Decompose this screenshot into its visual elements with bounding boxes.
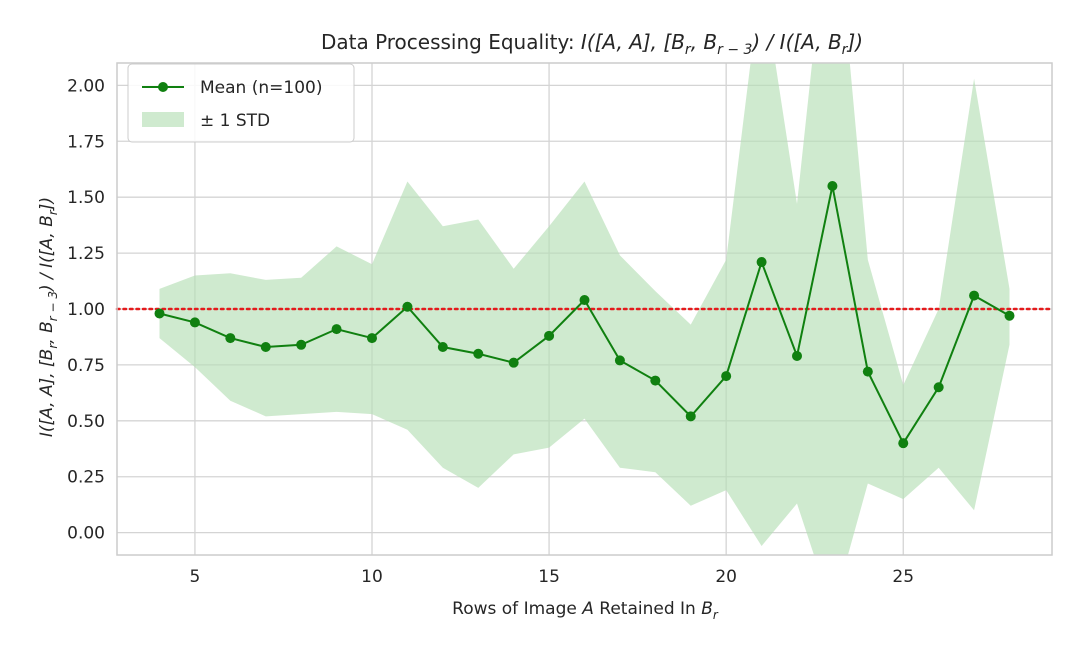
- x-tick-label: 25: [892, 567, 914, 587]
- mean-point: [614, 355, 625, 366]
- mean-point: [544, 330, 555, 341]
- y-tick-label: 0.00: [67, 524, 105, 544]
- tick-labels: 5 10 15 20 25 0.00 0.25 0.50 0.75 1.00 1.25 1.50 1.7…: [67, 76, 914, 587]
- mean-point: [721, 371, 732, 382]
- x-tick-label: 15: [538, 567, 560, 587]
- y-tick-label: 2.00: [67, 76, 105, 96]
- y-tick-label: 1.50: [67, 188, 105, 208]
- mean-point: [225, 333, 236, 344]
- mean-point: [650, 375, 661, 386]
- mean-point: [685, 411, 696, 422]
- y-tick-label: 0.50: [67, 412, 105, 432]
- y-tick-label: 1.00: [67, 300, 105, 320]
- mean-point: [862, 366, 873, 377]
- mean-point: [579, 295, 590, 306]
- x-tick-label: 10: [361, 567, 383, 587]
- mean-point: [508, 357, 519, 368]
- legend-mean-marker-icon: [158, 82, 168, 92]
- legend-mean-label: Mean (n=100): [200, 78, 322, 98]
- mean-point: [756, 257, 767, 268]
- plot-frame: [116, 62, 1053, 556]
- mean-point: [189, 317, 200, 328]
- x-axis-label: Rows of Image A Retained In Br: [452, 599, 719, 622]
- mean-point: [154, 308, 165, 319]
- mean-point: [827, 181, 838, 191]
- mean-point: [296, 339, 307, 350]
- legend-std-label: ± 1 STD: [200, 111, 270, 131]
- y-tick-label: 1.75: [67, 132, 105, 152]
- mean-point: [792, 350, 802, 361]
- legend: Mean (n=100) ± 1 STD: [127, 63, 355, 143]
- x-tick-label: 20: [715, 567, 737, 587]
- mean-point: [1004, 310, 1015, 321]
- mean-point: [331, 324, 342, 335]
- x-tick-label: 5: [190, 567, 201, 587]
- legend-std-patch-icon: [142, 112, 184, 127]
- mean-point: [933, 382, 944, 393]
- mean-point: [367, 333, 377, 344]
- mean-point: [473, 348, 484, 359]
- mean-point: [260, 342, 271, 353]
- y-tick-label: 0.25: [67, 468, 105, 488]
- mean-point: [898, 438, 909, 449]
- chart-title: Data Processing Equality: I([A, A], [Br,…: [321, 30, 863, 58]
- y-axis-label: I([A, A], [Br, Br − 3) / I([A, Br]): [37, 197, 60, 437]
- mean-point: [969, 290, 980, 301]
- y-tick-label: 1.25: [67, 244, 105, 264]
- y-tick-label: 0.75: [67, 356, 105, 376]
- legend-frame: [127, 63, 355, 143]
- series-layer: [154, 181, 1015, 449]
- mean-point: [402, 301, 413, 312]
- mean-point: [437, 342, 448, 353]
